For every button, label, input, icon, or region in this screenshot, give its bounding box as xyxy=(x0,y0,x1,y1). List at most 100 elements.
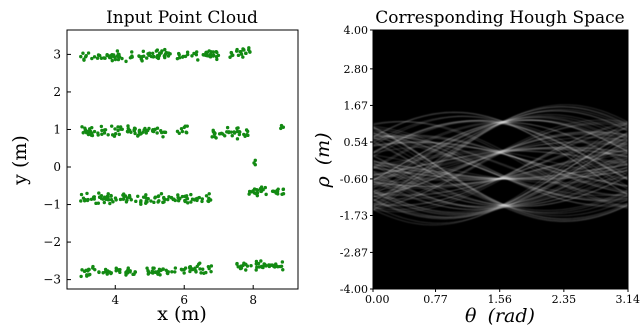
scatter-point xyxy=(208,55,213,59)
scatter-point xyxy=(122,194,126,199)
scatter-point xyxy=(90,125,94,130)
scatter-point xyxy=(230,53,234,58)
scatter-point xyxy=(90,133,95,138)
scatter-point xyxy=(161,267,165,271)
scatter-point xyxy=(79,54,83,59)
scatter-point xyxy=(84,54,88,58)
scatter-point xyxy=(210,135,214,139)
scatter-point xyxy=(215,57,219,62)
scatter-point xyxy=(281,187,285,192)
scatter-point xyxy=(153,270,158,274)
scatter-point xyxy=(255,188,259,192)
scatter-point xyxy=(196,58,200,62)
scatter-point xyxy=(279,126,283,131)
scatter-point xyxy=(245,264,250,268)
hough-curve xyxy=(373,141,628,187)
scatter-point xyxy=(97,270,101,274)
scatter-point xyxy=(137,129,142,133)
scatter-point xyxy=(111,200,115,204)
scatter-point xyxy=(153,195,158,199)
scatter-point xyxy=(260,265,264,269)
hough-title: Corresponding Hough Space xyxy=(375,8,624,28)
hough-curve xyxy=(373,126,628,222)
scatter-point xyxy=(89,197,94,201)
scatter-point xyxy=(157,267,162,271)
scatter-point xyxy=(112,134,117,138)
hough-ylabel-unit: (m) xyxy=(312,132,334,165)
scatter-point xyxy=(99,193,104,198)
scatter-point xyxy=(263,185,267,190)
scatter-point xyxy=(121,197,126,201)
scatter-point xyxy=(281,125,286,129)
scatter-point xyxy=(189,200,193,204)
scatter-point xyxy=(227,130,231,135)
scatter-ticks: 4 6 8 3 2 1 0 −1 −2 −3 xyxy=(43,47,257,307)
scatter-point xyxy=(90,56,94,61)
scatter-point xyxy=(232,130,236,134)
scatter-point xyxy=(114,266,118,270)
scatter-point xyxy=(247,192,251,196)
scatter-point xyxy=(141,195,146,199)
scatter-point xyxy=(103,56,107,60)
scatter-point xyxy=(100,132,104,136)
hough-frame xyxy=(372,29,629,290)
hough-ytick-label: -2.87 xyxy=(340,246,368,259)
hough-xtick-label: 1.56 xyxy=(487,293,512,306)
scatter-point xyxy=(166,270,170,274)
hough-curve xyxy=(373,160,628,209)
scatter-point xyxy=(136,194,140,198)
hough-xlabel-unit: (rad) xyxy=(488,305,535,327)
scatter-point xyxy=(124,273,128,277)
scatter-point xyxy=(229,51,234,55)
scatter-point xyxy=(120,56,124,61)
scatter-xtick-label: 8 xyxy=(249,293,257,307)
scatter-point xyxy=(194,53,199,57)
scatter-point xyxy=(97,191,101,195)
scatter-point xyxy=(144,128,149,133)
scatter-point xyxy=(128,270,132,274)
scatter-point xyxy=(156,272,160,276)
scatter-point xyxy=(105,53,109,57)
hough-ylabel-symbol: ρ xyxy=(312,176,334,189)
scatter-point xyxy=(264,192,268,197)
scatter-ylabel: y (m) xyxy=(9,135,31,186)
hough-curve xyxy=(373,111,628,196)
hough-ytick-label: 4.00 xyxy=(344,24,369,37)
scatter-point xyxy=(263,262,267,267)
scatter-point xyxy=(254,268,258,272)
scatter-point xyxy=(167,195,171,199)
scatter-point xyxy=(209,269,213,274)
scatter-point xyxy=(188,269,192,274)
scatter-point xyxy=(115,54,119,58)
hough-xtick-label: 2.35 xyxy=(552,293,577,306)
scatter-point xyxy=(92,129,97,134)
scatter-point xyxy=(235,261,239,266)
scatter-point xyxy=(146,272,150,276)
scatter-point xyxy=(162,130,167,134)
hough-curve xyxy=(373,141,628,211)
scatter-point xyxy=(190,54,194,58)
scatter-point xyxy=(109,194,113,198)
scatter-point xyxy=(180,194,185,199)
scatter-point xyxy=(185,196,189,201)
scatter-point xyxy=(180,268,184,272)
scatter-point xyxy=(242,132,246,137)
scatter-point xyxy=(170,270,174,274)
scatter-ytick-label: −3 xyxy=(43,273,61,287)
scatter-point xyxy=(154,49,159,53)
scatter-point xyxy=(199,271,203,275)
scatter-point xyxy=(89,130,93,135)
scatter-point xyxy=(177,56,182,60)
scatter-point xyxy=(244,268,248,272)
scatter-point xyxy=(147,126,151,131)
scatter-point xyxy=(139,202,143,206)
scatter-point xyxy=(150,269,154,273)
scatter-point xyxy=(146,269,151,274)
scatter-point xyxy=(198,261,202,265)
scatter-point xyxy=(235,137,240,141)
scatter-point xyxy=(82,57,86,61)
scatter-point xyxy=(182,271,186,275)
scatter-point xyxy=(157,51,162,55)
scatter-point xyxy=(193,266,197,270)
